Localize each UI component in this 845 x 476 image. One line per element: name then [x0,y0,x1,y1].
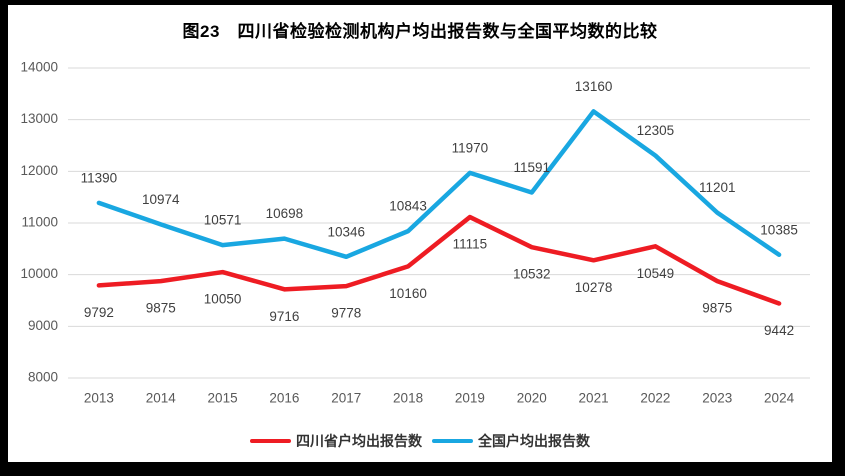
x-axis-tick-label: 2015 [208,391,238,406]
data-label: 9778 [331,306,361,321]
x-axis-tick-label: 2022 [640,391,670,406]
y-axis-tick-label: 8000 [28,370,58,385]
data-label: 11591 [513,160,550,175]
y-axis-tick-label: 13000 [20,111,58,126]
data-label: 10698 [266,206,304,221]
x-axis-tick-label: 2019 [455,391,485,406]
data-label: 13160 [575,79,613,94]
chart-title: 图23 四川省检验检测机构户均出报告数与全国平均数的比较 [182,22,658,41]
data-label: 12305 [637,123,675,138]
data-label: 11390 [81,170,118,185]
data-label: 10549 [637,266,675,281]
legend-swatch-national [432,439,473,443]
chart-canvas [8,5,832,462]
x-axis-tick-label: 2020 [517,391,547,406]
data-label: 9875 [702,301,732,316]
series-line [96,109,782,260]
data-label: 9716 [269,309,299,324]
x-axis-tick-label: 2016 [269,391,299,406]
y-axis-tick-label: 9000 [28,318,58,333]
legend-label-sichuan: 四川省户均出报告数 [296,433,422,449]
legend: 四川省户均出报告数 全国户均出报告数 [8,431,832,451]
data-label: 9875 [146,301,176,316]
data-label: 11970 [452,140,489,155]
data-label: 10843 [389,199,427,214]
x-axis-tick-label: 2024 [764,391,795,406]
x-axis-tick-label: 2023 [702,391,732,406]
series-line [96,214,782,306]
data-label: 9442 [764,323,794,338]
y-axis-tick-label: 11000 [21,215,58,230]
data-label: 10050 [204,292,242,307]
legend-label-national: 全国户均出报告数 [478,433,590,449]
data-label: 10160 [389,286,427,301]
data-label: 10385 [760,222,798,237]
data-label: 10278 [575,280,613,295]
x-axis-tick-label: 2013 [84,391,114,406]
legend-swatch-sichuan [250,439,291,443]
y-axis-tick-label: 12000 [20,163,58,178]
data-label: 9792 [84,305,114,320]
x-axis-tick-label: 2014 [146,391,177,406]
legend-item-sichuan: 四川省户均出报告数 [250,431,422,451]
x-axis-tick-label: 2021 [579,391,609,406]
data-label: 10974 [142,192,180,207]
data-label: 11115 [453,237,488,252]
x-axis-tick-label: 2017 [331,391,361,406]
data-label: 10571 [204,213,242,228]
x-axis-tick-label: 2018 [393,391,423,406]
y-axis-tick-label: 10000 [20,266,58,281]
legend-item-national: 全国户均出报告数 [432,431,590,451]
data-label: 11201 [699,180,736,195]
data-label: 10346 [327,224,365,239]
data-label: 10532 [513,267,551,282]
y-axis-tick-label: 14000 [20,60,58,75]
